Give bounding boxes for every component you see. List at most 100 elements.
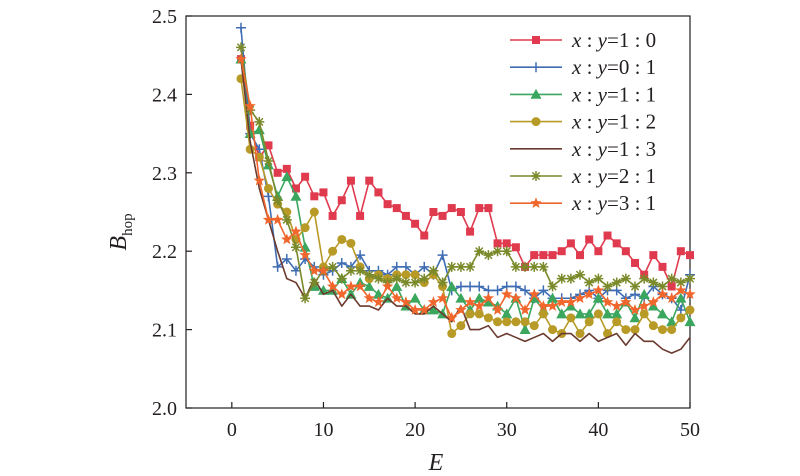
data-point [574,308,586,319]
data-point [576,251,585,260]
data-point [639,309,649,319]
data-point [337,234,347,244]
data-point [355,265,366,276]
data-point [327,261,338,272]
data-point [556,308,568,319]
data-point [281,214,292,225]
data-point [548,251,557,260]
data-point [546,300,559,311]
x-tick-label: 30 [497,419,517,441]
data-point [658,262,667,271]
data-point [262,213,275,225]
data-point [290,190,302,201]
data-point [392,204,401,213]
data-point [556,273,567,284]
data-point [511,243,520,252]
data-point [345,265,356,276]
legend-item-3: x : y=1 : 1 [510,82,656,106]
data-point [612,239,621,248]
data-point [317,264,330,276]
legend-label: x : y=0 : 1 [571,55,656,79]
data-point [475,204,484,213]
data-point [345,280,357,292]
data-point [428,265,439,276]
data-point [510,281,521,292]
data-point [565,300,577,311]
y-tick-label: 2.2 [152,241,177,263]
data-point [281,233,293,245]
data-point [538,261,549,272]
data-point [409,292,421,303]
data-point [491,304,504,315]
y-axis-title: Bhop [106,213,136,250]
data-point [639,273,650,284]
data-point [492,285,503,296]
data-point [557,247,566,256]
legend-item-2: x : y=0 : 1 [510,55,656,79]
y-tick-label: 2.0 [152,398,177,420]
data-point [493,239,502,248]
data-point [602,281,613,292]
data-point [336,257,347,268]
data-point [594,247,603,256]
data-point [675,292,687,303]
data-point [300,293,311,304]
data-point [621,325,631,335]
data-point [409,304,421,315]
data-point [309,277,320,288]
data-point [264,141,273,150]
data-point [235,53,247,64]
y-axis-title-main: B [106,236,132,251]
data-point [364,269,375,280]
data-point [612,317,622,327]
data-point [520,317,530,327]
data-point [355,250,366,261]
data-point [244,128,256,138]
data-point [484,204,493,213]
data-point [665,292,678,304]
legend-marker [530,88,542,99]
data-point [400,261,411,272]
data-point [685,305,695,315]
data-point [455,292,467,303]
data-point [667,325,677,335]
data-point [592,292,604,303]
data-point [383,200,392,209]
data-point [648,277,659,288]
data-point [585,235,594,244]
data-point [282,164,291,173]
data-point [686,251,694,260]
x-tick-label: 0 [227,419,237,441]
data-point [346,238,356,248]
data-point [381,280,394,292]
data-point [447,204,456,213]
data-point [336,288,348,300]
legend-label: x : y=1 : 0 [571,28,656,52]
data-point [427,296,440,308]
data-point [391,292,403,304]
data-point [593,273,604,284]
legend-item-1: x : y=1 : 0 [510,28,656,52]
data-point [520,261,531,272]
data-point [657,281,668,292]
data-point [291,184,300,193]
data-point [658,325,668,335]
data-point [391,273,402,284]
data-point [638,288,650,299]
data-point [492,246,503,257]
y-tick-label: 2.1 [152,320,177,342]
data-point [565,296,577,308]
data-point [483,313,493,323]
data-point [308,264,320,276]
legend-marker [531,171,541,181]
data-point [649,251,658,260]
y-tick-label: 2.5 [152,6,177,28]
legend-item-7: x : y=3 : 1 [510,191,656,215]
data-point [482,296,494,307]
legend-item-5: x : y=1 : 3 [510,137,656,161]
data-point [519,324,531,334]
data-point [372,296,385,308]
data-point [583,308,595,319]
data-point [354,280,366,292]
